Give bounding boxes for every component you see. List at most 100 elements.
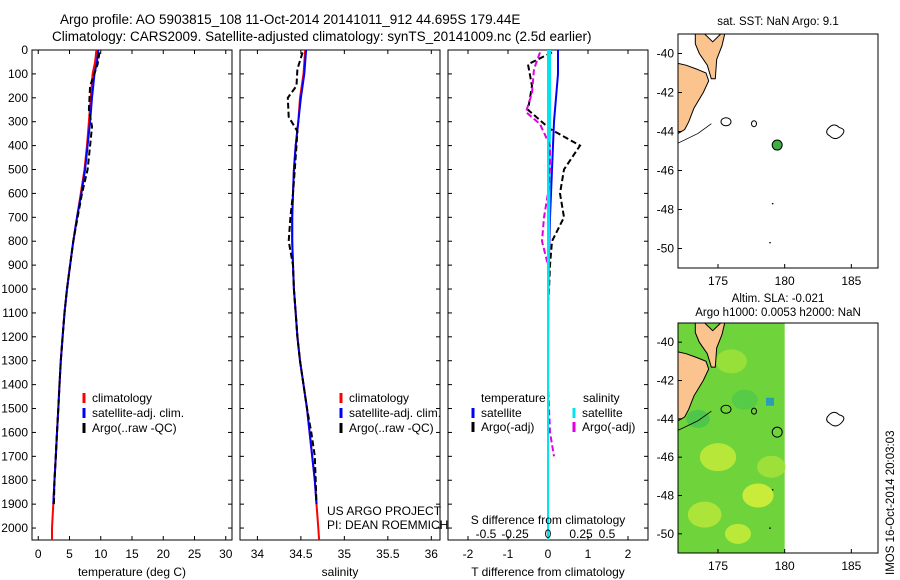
sla-map-xtick-label: 185 (841, 559, 861, 573)
temperature-frame (31, 49, 233, 541)
sla-anomaly-patch (766, 397, 774, 406)
sla-map-chatham-islands (826, 411, 845, 427)
depth-tick-label: 200 (8, 91, 28, 105)
chart-title-line2: Climatology: CARS2009. Satellite-adjuste… (52, 29, 592, 44)
temperature-series-line (52, 50, 100, 505)
salinity-xtick-label: 35.5 (376, 547, 400, 561)
difference-legend-label: satellite (582, 406, 623, 420)
sla-map-contour (678, 410, 712, 431)
temperature-xlabel: temperature (deg C) (78, 565, 186, 579)
depth-tick-label: 100 (8, 67, 28, 81)
sst-map-land (694, 34, 726, 80)
sla-anomaly-patch (715, 349, 747, 374)
sst-map-island (720, 117, 732, 127)
sla-map-title-line2: Argo h1000: 0.0053 h2000: NaN (695, 307, 861, 319)
depth-tick-label: 0 (21, 43, 28, 57)
depth-tick-label: 1800 (1, 473, 28, 487)
sst-map-float-marker (771, 139, 783, 151)
sst-map-island (771, 202, 774, 205)
salinity-xtick-label: 36 (425, 547, 439, 561)
temperature-xtick-label: 20 (157, 547, 171, 561)
salinity-frame (239, 49, 441, 541)
salinity-series-line (291, 50, 321, 540)
timestamp-stamp: IMOS 16-Oct-2014 20:03:03 (885, 431, 897, 575)
depth-tick-label: 1400 (1, 378, 28, 392)
salinity-series-line (291, 50, 318, 505)
sst-map-ytick-label: -40 (657, 47, 675, 61)
temperature-legend-label: Argo(..raw -QC) (92, 421, 177, 435)
project-annotation: PI: DEAN ROEMMICH (327, 518, 448, 532)
temperature-xtick-label: 30 (219, 547, 233, 561)
timestamp-text: IMOS 16-Oct-2014 20:03:03 (885, 431, 897, 575)
difference-xtick-label: 1 (585, 547, 592, 561)
chart-title-line1: Argo profile: AO 5903815_108 11-Oct-2014… (60, 12, 521, 27)
difference-s-tick-label: 0.5 (599, 527, 616, 541)
sst-map-island (769, 241, 771, 244)
temperature-series-group (51, 50, 101, 540)
depth-tick-label: 300 (8, 115, 28, 129)
salinity-series-line (286, 52, 318, 505)
sst-map-xtick-label: 185 (841, 274, 861, 288)
temperature-xtick-label: 5 (66, 547, 73, 561)
depth-tick-label: 500 (8, 163, 28, 177)
sla-map-ytick-label: -40 (657, 335, 675, 349)
sst-map-xtick-label: 180 (775, 274, 795, 288)
sst-map-ytick-label: -48 (657, 203, 675, 217)
sst-map-land (678, 62, 710, 135)
depth-tick-label: 800 (8, 234, 28, 248)
sla-anomaly-patch (686, 409, 710, 428)
difference-xlabel: T difference from climatology (471, 565, 625, 579)
sst-map-chatham-islands (826, 124, 845, 140)
sla-map-land (678, 351, 710, 422)
depth-tick-label: 1200 (1, 330, 28, 344)
sla-anomaly-patch (687, 501, 722, 528)
sla-anomaly-patch (699, 443, 737, 472)
sst-map-frame (677, 33, 879, 269)
sst-map-ytick-label: -46 (657, 164, 675, 178)
sst-map-island (751, 120, 757, 128)
sla-anomaly-patch (742, 483, 774, 508)
temperature-xtick-label: 10 (94, 547, 108, 561)
difference-legend-title: temperature (481, 391, 546, 405)
difference-xtick-label: 2 (625, 547, 632, 561)
difference-xtick-label: -2 (463, 547, 474, 561)
depth-tick-label: 400 (8, 139, 28, 153)
difference-legend-label: Argo(-adj) (582, 420, 635, 434)
depth-tick-label: 1600 (1, 425, 28, 439)
sla-map-island (751, 407, 757, 415)
difference-s-tick-label: -0.5 (476, 527, 497, 541)
sla-anomaly-patch (725, 523, 751, 544)
depth-tick-label: 1300 (1, 354, 28, 368)
salinity-legend-label: Argo(..raw -QC) (349, 421, 434, 435)
salinity-legend-label: satellite-adj. clim. (349, 406, 441, 420)
sla-map-frame (677, 322, 879, 554)
depth-tick-label: 1900 (1, 497, 28, 511)
sla-map-land (694, 323, 726, 368)
sst-map-contour (678, 123, 712, 144)
difference-s-tick-label: 0 (545, 527, 552, 541)
salinity-legend-label: climatology (349, 391, 409, 405)
depth-tick-label: 700 (8, 210, 28, 224)
depth-tick-label: 600 (8, 186, 28, 200)
temperature-legend-label: satellite-adj. clim. (92, 406, 184, 420)
sla-map-ytick-label: -44 (657, 412, 675, 426)
temperature-xtick-label: 0 (35, 547, 42, 561)
sla-map-title-line1: Altim. SLA: -0.021 (732, 293, 825, 305)
depth-tick-label: 1500 (1, 402, 28, 416)
depth-tick-label: 900 (8, 258, 28, 272)
sla-map-island (769, 527, 771, 529)
sst-map-xtick-label: 175 (708, 274, 728, 288)
sla-map-ytick-label: -50 (657, 527, 675, 541)
sst-map-title: sat. SST: NaN Argo: 9.1 (717, 16, 838, 28)
sla-anomaly-patch (757, 455, 786, 478)
sla-map-float-marker (771, 426, 783, 438)
difference-legend-label: Argo(-adj) (481, 420, 534, 434)
depth-tick-label: 1100 (2, 306, 28, 320)
sla-map-island (720, 404, 732, 414)
salinity-series-group (286, 50, 321, 540)
sla-map-island (771, 488, 774, 491)
sla-map-xtick-label: 180 (775, 559, 795, 573)
sla-map-ytick-label: -42 (657, 374, 675, 388)
salinity-xtick-label: 34 (251, 547, 265, 561)
